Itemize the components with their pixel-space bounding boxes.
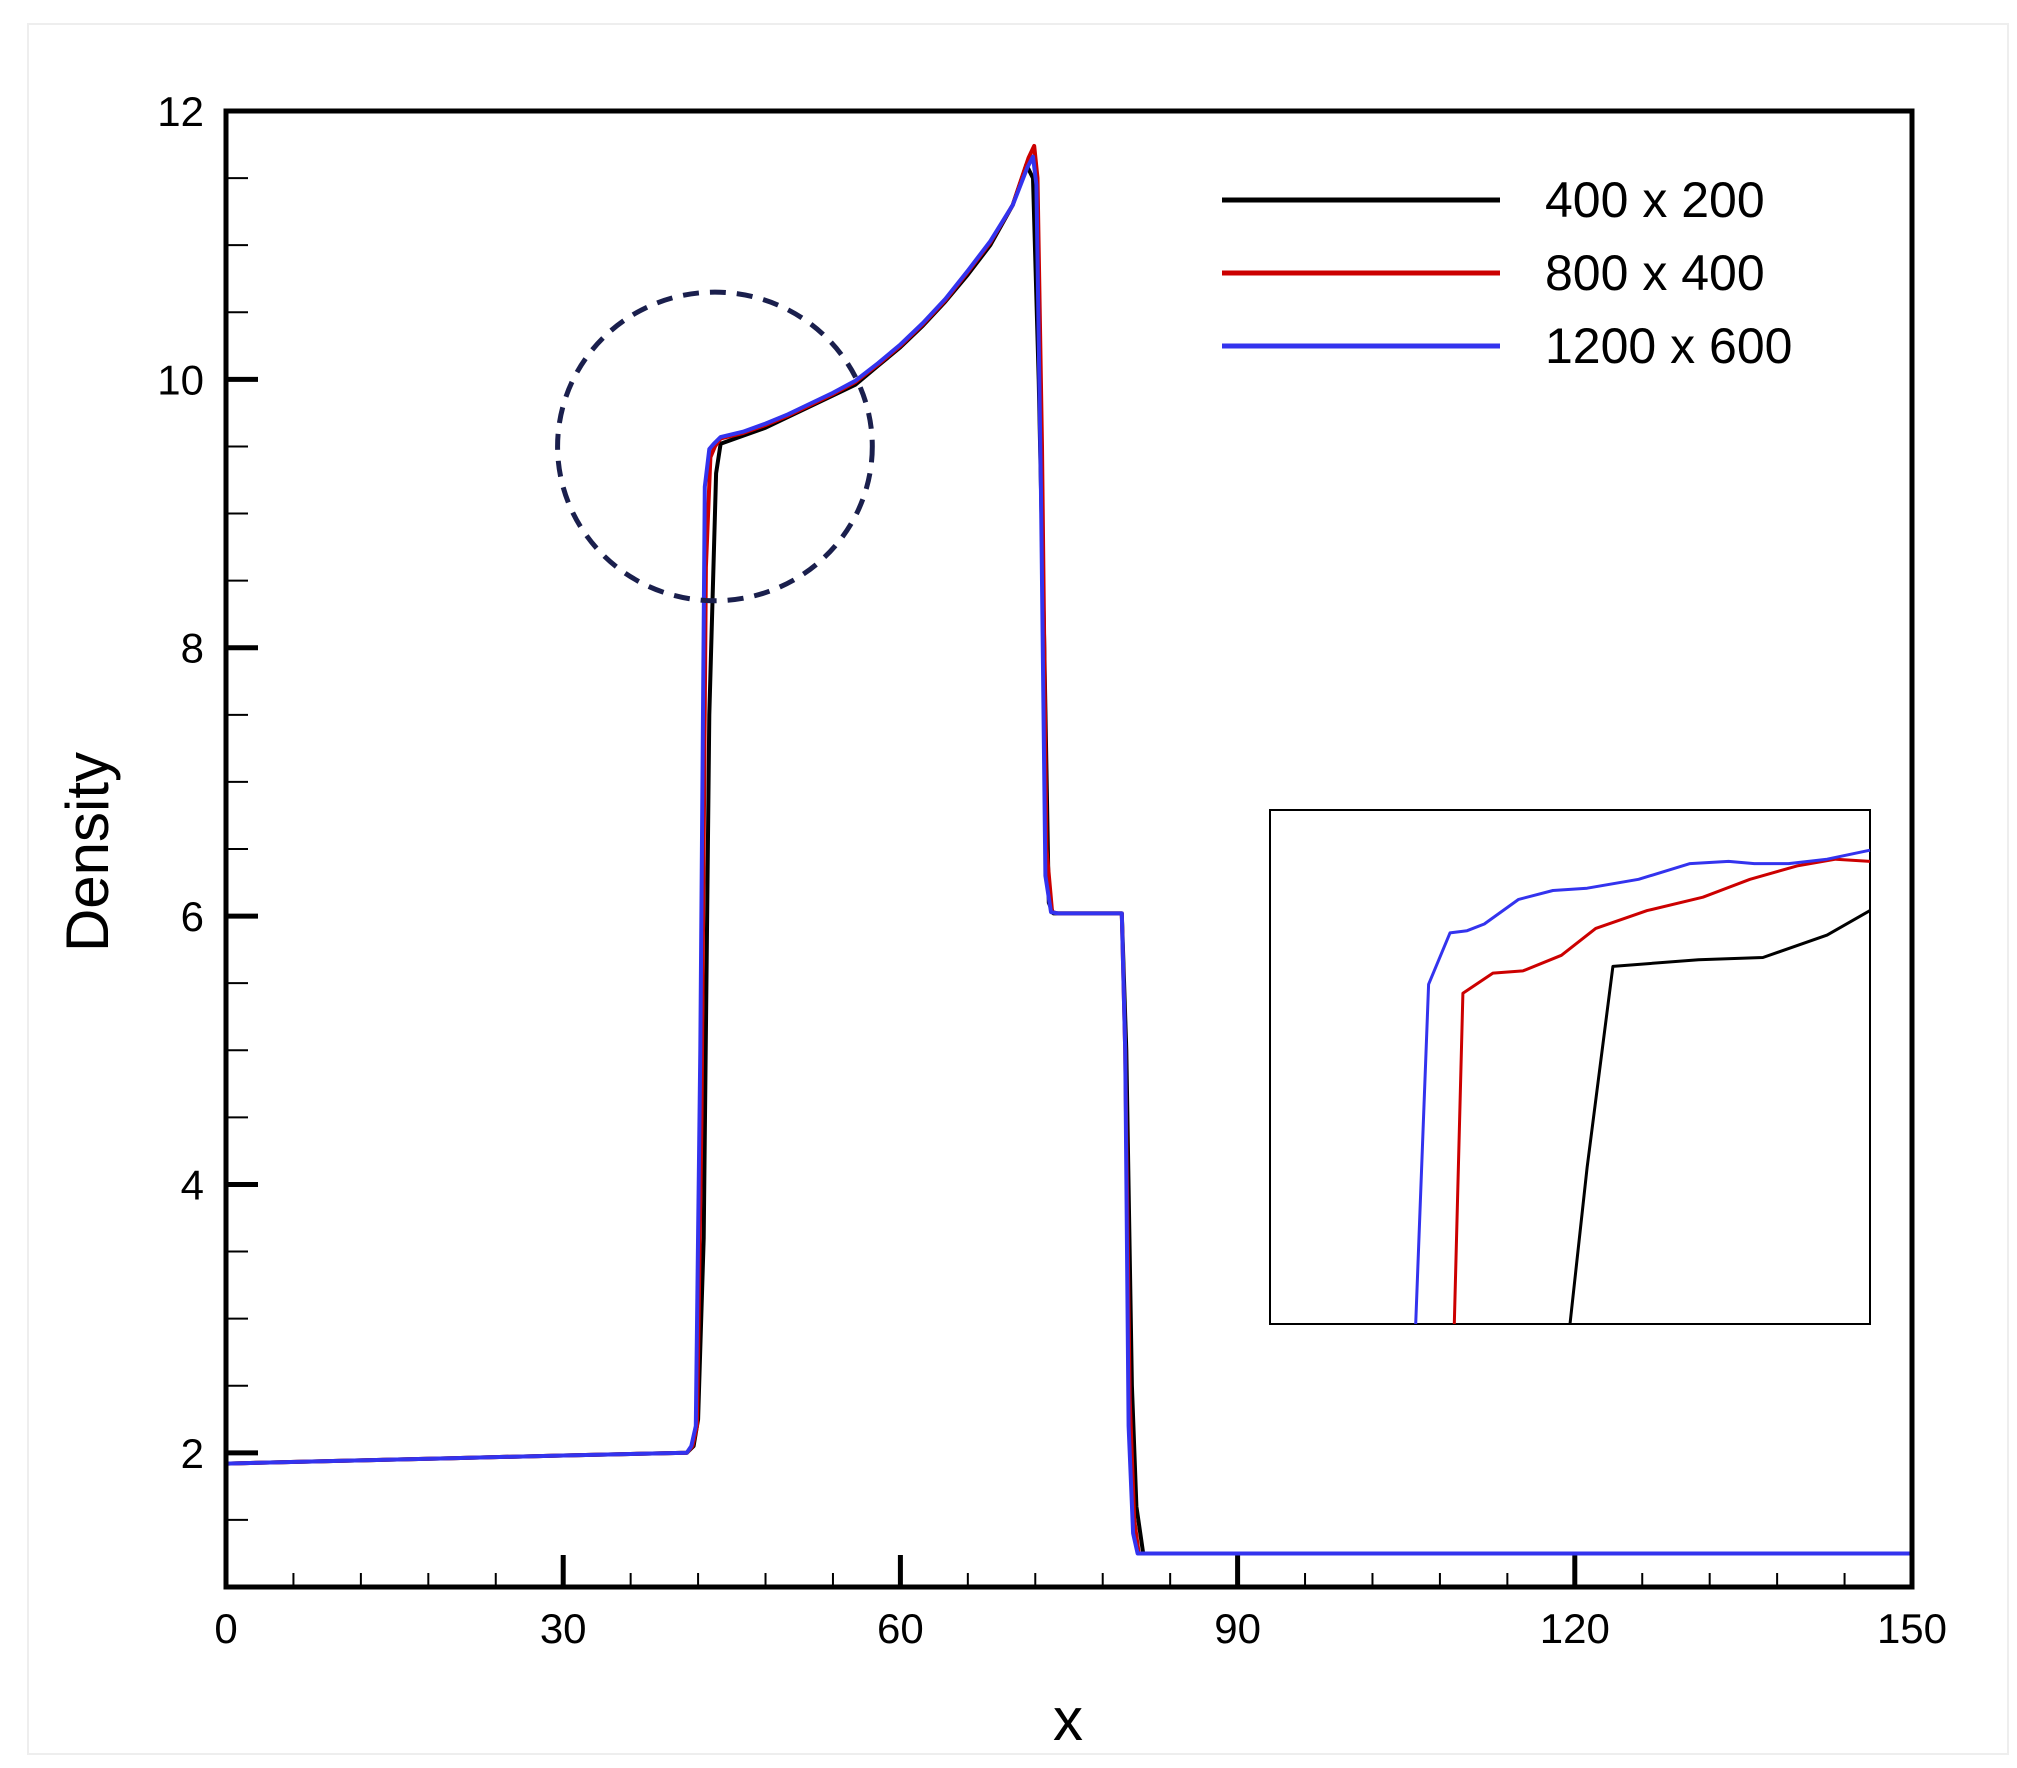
annotation-layer [555,289,875,604]
y-tick-labels: 2 4 6 8 10 12 [157,88,204,1477]
x-tick-label: 150 [1877,1605,1947,1652]
y-tick-label: 10 [157,356,204,403]
y-tick-label: 4 [181,1161,204,1208]
axes-box [223,108,1915,1590]
inset-series [1414,848,1871,1325]
highlight-dashed-circle [555,289,875,604]
plot-area [223,108,1915,1590]
legend: 400 x 200 800 x 400 1200 x 600 [1222,172,1792,374]
y-tick-label: 2 [181,1430,204,1477]
x-tick-label: 120 [1540,1605,1610,1652]
x-tick-label: 60 [877,1605,924,1652]
y-tick-label: 6 [181,893,204,940]
x-tick-label: 90 [1214,1605,1261,1652]
x-axis-label: x [1053,1686,1083,1753]
inset-line-400x200 [1568,909,1871,1325]
y-tick-label: 8 [181,625,204,672]
inset-zoom [1269,809,1871,1325]
legend-label: 1200 x 600 [1545,318,1792,374]
inset-box [1269,809,1871,1325]
y-tick-label: 12 [157,88,204,135]
series-line-1200x600 [225,154,1912,1556]
x-tick-labels: 0 30 60 90 120 150 [214,1605,1947,1652]
x-tick-label: 30 [540,1605,587,1652]
y-axis-label: Density [54,752,121,952]
series-layer [225,143,1912,1556]
legend-label: 400 x 200 [1545,172,1765,228]
x-tick-label: 0 [214,1605,237,1652]
legend-label: 800 x 400 [1545,245,1765,301]
inset-line-1200x600 [1414,848,1871,1325]
inset-line-800x400 [1452,857,1871,1325]
